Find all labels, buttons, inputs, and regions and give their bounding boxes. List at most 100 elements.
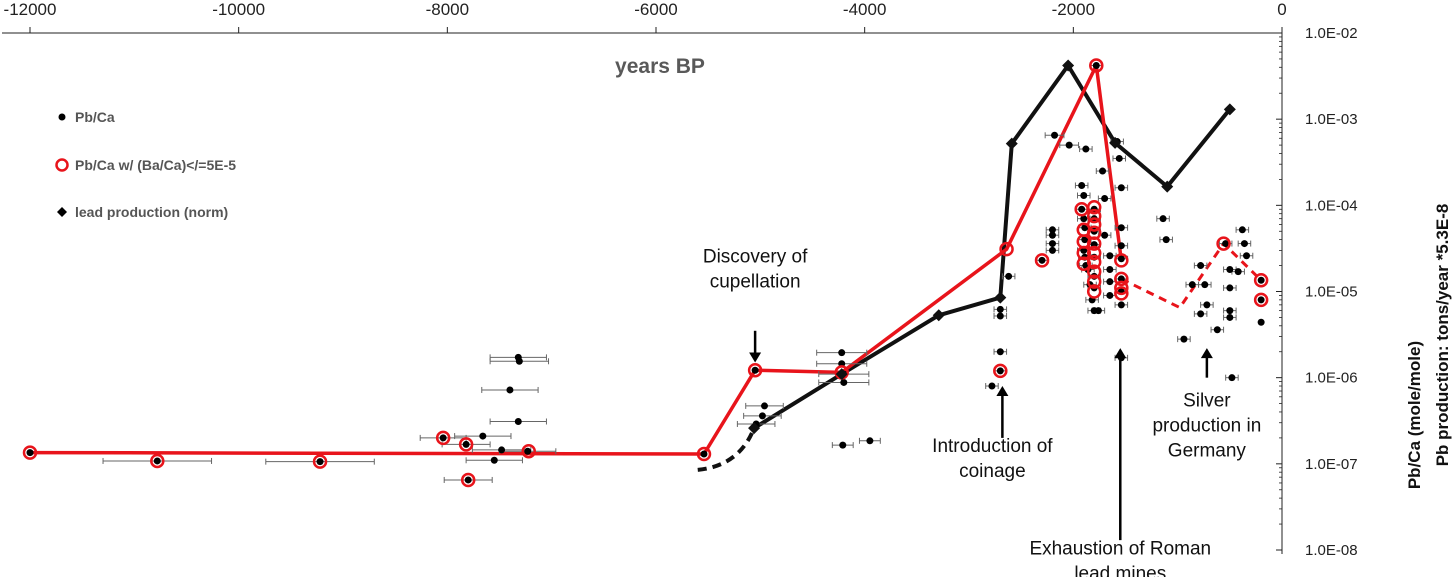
y-tick-label: 1.0E-03: [1305, 111, 1358, 128]
pb-ca-filtered-point: [1089, 58, 1104, 73]
legend-entry-label: Pb/Ca w/ (Ba/Ca)</=5E-5: [75, 157, 236, 173]
pb-ca-point: [758, 412, 766, 420]
pb-ca-point: [490, 456, 498, 464]
pb-ca-point: [1106, 291, 1114, 299]
pb-ca-point: [988, 382, 996, 390]
pb-ca-point: [1080, 192, 1088, 200]
pb-ca-filtered-point: [1086, 217, 1102, 232]
lead-production-point: [994, 291, 1007, 304]
pb-ca-point: [1081, 236, 1089, 244]
pb-ca-filtered-point: [312, 454, 328, 469]
x-tick-label: -4000: [843, 0, 886, 19]
pb-ca-point: [1099, 167, 1107, 175]
x-tick-label: -12000: [4, 0, 57, 19]
annotation-text: cupellation: [710, 271, 801, 292]
pb-ca-point: [1038, 256, 1046, 264]
pb-ca-point: [498, 446, 506, 454]
pb-ca-point: [1048, 231, 1056, 239]
pb-ca-point: [996, 367, 1004, 375]
pb-ca-point: [1117, 224, 1125, 232]
pb-ca-point: [1117, 301, 1125, 309]
pb-ca-filtered-point: [999, 241, 1014, 257]
pb-ca-filtered-point: [1253, 273, 1269, 288]
pb-ca-point: [996, 305, 1004, 313]
lead-production-dashed-line: [697, 427, 756, 472]
pb-ca-point: [1159, 215, 1167, 223]
pb-ca-filtered-point: [150, 453, 165, 469]
pb-ca-point: [1226, 307, 1234, 315]
pb-ca-filtered-point: [1034, 253, 1050, 268]
pb-ca-point: [316, 458, 324, 466]
pb-ca-point: [1197, 262, 1205, 270]
pb-ca-point: [1117, 184, 1125, 192]
pb-ca-point: [840, 378, 848, 386]
y-tick-label: 1.0E-05: [1305, 284, 1358, 301]
pb-ca-filtered-point: [22, 445, 38, 460]
pb-ca-point: [1094, 307, 1102, 315]
pb-ca-filtered-point: [1086, 284, 1102, 299]
annotation-text: Exhaustion of Roman: [1029, 538, 1211, 559]
pb-ca-point: [839, 441, 847, 449]
pb-ca-point: [439, 434, 447, 442]
pb-ca-point: [1082, 145, 1090, 153]
pb-ca-point: [524, 447, 532, 455]
pb-ca-point: [1222, 240, 1230, 248]
pb-ca-point: [1257, 296, 1265, 304]
pb-ca-point: [751, 366, 759, 374]
pb-ca-point: [1101, 231, 1109, 239]
pb-ca-filtered-point: [1086, 236, 1102, 251]
pb-ca-filtered-point: [458, 437, 474, 452]
pb-ca-point: [761, 402, 769, 410]
pb-ca-point: [1106, 278, 1114, 286]
pb-ca-point: [1226, 266, 1234, 274]
pb-ca-point: [1101, 195, 1109, 203]
pb-ca-point: [506, 386, 514, 394]
annotation-text: Introduction of: [932, 436, 1053, 457]
pb-ca-filtered-point: [1076, 256, 1092, 271]
y-axis-label-secondary: Pb production: tons/year *5.3E-8: [1433, 204, 1452, 467]
pb-ca-filtered-point: [1114, 253, 1129, 268]
x-tick-label: -6000: [634, 0, 677, 19]
pb-ca-filtered-point: [747, 362, 763, 378]
pb-ca-filtered-point: [1086, 245, 1102, 261]
pb-ca-point: [1243, 252, 1251, 260]
pb-ca-point: [1228, 374, 1236, 382]
pb-ca-point: [515, 357, 523, 365]
lead-production-point: [932, 309, 945, 322]
annotation-text: Germany: [1168, 441, 1247, 462]
x-axis-label: years BP: [615, 55, 705, 78]
pb-ca-point: [1048, 246, 1056, 254]
y-tick-label: 1.0E-07: [1305, 456, 1358, 473]
pb-ca-point: [1201, 281, 1209, 289]
pb-ca-point: [996, 348, 1004, 356]
legend-entry-label: lead production (norm): [75, 204, 228, 220]
pb-ca-point: [1065, 141, 1073, 149]
pb-ca-point: [1048, 240, 1056, 248]
pb-ca-point: [1238, 226, 1246, 234]
pb-ca-point: [1197, 310, 1205, 318]
pb-ca-point: [1234, 268, 1242, 276]
pb-ca-point: [1162, 236, 1170, 244]
pb-ca-filtered-point: [1216, 236, 1231, 251]
pb-ca-point: [1051, 131, 1059, 139]
pb-ca-point: [479, 432, 487, 440]
pb-ca-point: [464, 476, 472, 484]
lead-production-point: [748, 422, 761, 435]
pb-ca-point: [514, 417, 522, 425]
pb-ca-filtered-point: [435, 430, 451, 446]
pb-ca-filtered-point: [1253, 292, 1269, 308]
annotations: Discovery of cupellation Introduction of co…: [703, 246, 1261, 577]
pb-ca-point: [1117, 275, 1125, 283]
y-tick-label: 1.0E-02: [1305, 25, 1358, 42]
x-tick-label: -2000: [1052, 0, 1095, 19]
pb-ca-point: [1117, 242, 1125, 250]
annotation-arrowhead: [1200, 348, 1213, 359]
y-tick-label: 1.0E-06: [1305, 370, 1358, 387]
pb-ca-point: [1092, 61, 1100, 69]
pb-ca-filtered-point: [696, 446, 712, 462]
x-axis-ticks: -12000 -10000 -8000 -6000 -4000 -2000 0: [4, 0, 1287, 33]
pb-ca-filtered-point: [1114, 280, 1129, 296]
annotation-arrowhead: [1114, 348, 1127, 359]
x-tick-label: 0: [1277, 0, 1286, 19]
series-lines: [29, 63, 1263, 472]
